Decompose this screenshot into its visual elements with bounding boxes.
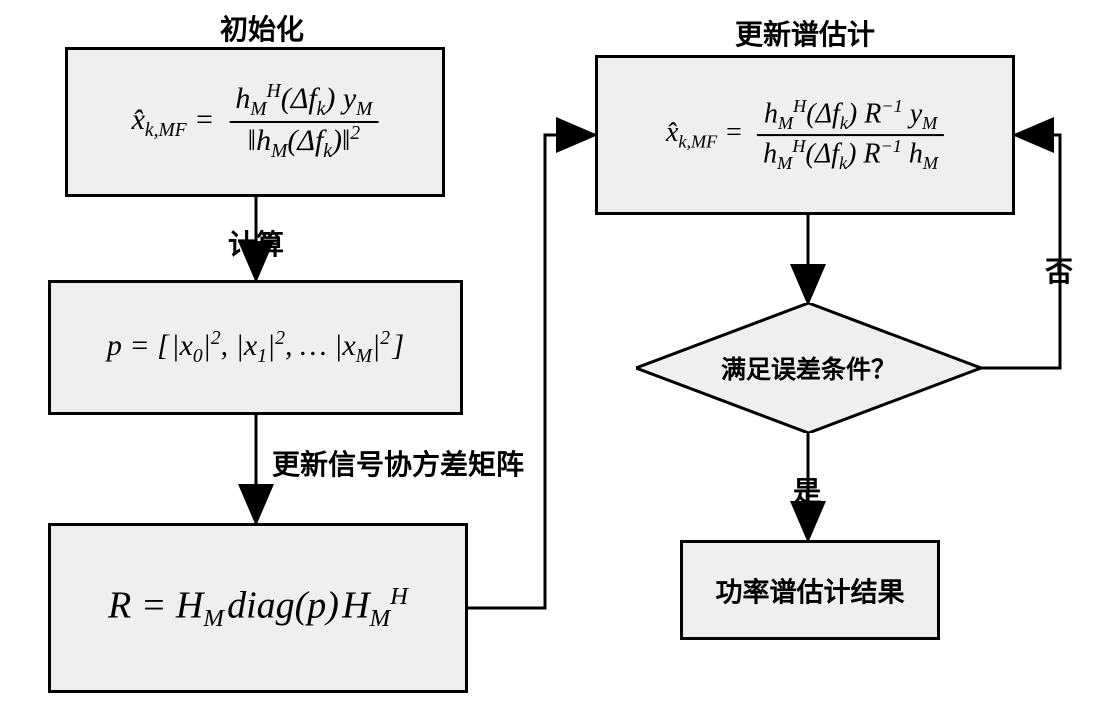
update-spec-title: 更新谱估计 bbox=[735, 13, 875, 53]
node-decision: 满足误差条件？ bbox=[636, 303, 981, 433]
init-formula: x̂k,MF = hMH(Δfk) yM ‖hM(Δfk)‖2 bbox=[132, 81, 379, 163]
update-spec-formula: x̂k,MF = hMH(Δfk) R−1 yM hMH(Δfk) R−1 hM bbox=[666, 96, 944, 174]
node-result: 功率谱估计结果 bbox=[680, 540, 940, 640]
update-cov-formula: R = HM diag(p) HMH bbox=[108, 583, 408, 633]
no-label: 否 bbox=[1045, 250, 1073, 290]
node-update-cov: R = HM diag(p) HMH bbox=[48, 523, 468, 693]
edge-cov-to-spec bbox=[468, 135, 595, 608]
compute-p-formula: p = [ |x0|2, |x1|2, … |xM|2 ] bbox=[107, 328, 404, 368]
calc-title: 计算 bbox=[228, 223, 284, 263]
result-text: 功率谱估计结果 bbox=[716, 571, 905, 610]
node-update-spec: x̂k,MF = hMH(Δfk) R−1 yM hMH(Δfk) R−1 hM bbox=[595, 55, 1015, 215]
init-title: 初始化 bbox=[220, 8, 304, 48]
update-cov-title: 更新信号协方差矩阵 bbox=[272, 443, 524, 483]
yes-label: 是 bbox=[793, 470, 821, 510]
node-init: x̂k,MF = hMH(Δfk) yM ‖hM(Δfk)‖2 bbox=[65, 47, 445, 197]
decision-text: 满足误差条件？ bbox=[721, 350, 896, 386]
node-compute-p: p = [ |x0|2, |x1|2, … |xM|2 ] bbox=[48, 280, 463, 415]
